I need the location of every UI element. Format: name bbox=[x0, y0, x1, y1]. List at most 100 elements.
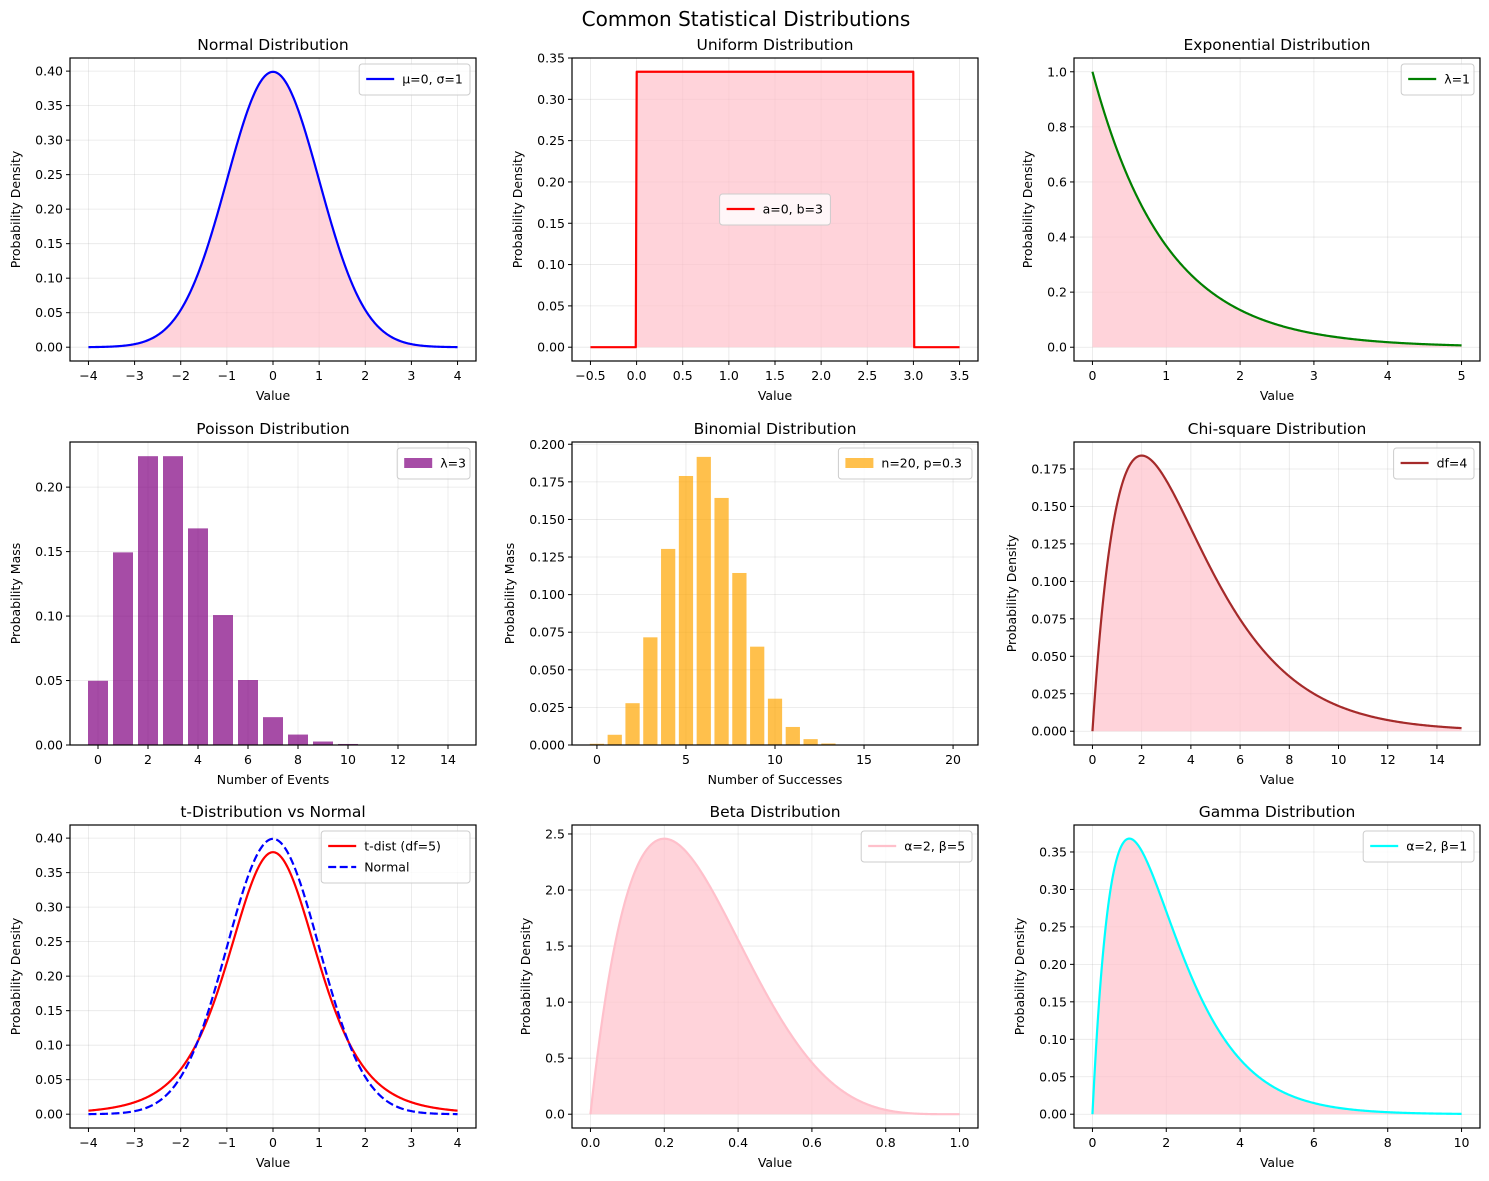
subplot-title: Uniform Distribution bbox=[697, 36, 854, 54]
y-tick-label: 0.075 bbox=[1031, 611, 1067, 626]
legend-swatch bbox=[404, 458, 433, 468]
subplot-title: Exponential Distribution bbox=[1183, 36, 1370, 54]
y-tick-label: 0.40 bbox=[35, 64, 63, 79]
x-tick-label: 5 bbox=[682, 752, 690, 767]
bar-2 bbox=[625, 703, 640, 745]
y-tick-label: 0.20 bbox=[537, 174, 565, 189]
x-tick-label: 6 bbox=[1310, 1135, 1318, 1150]
legend: λ=3 bbox=[396, 447, 471, 480]
x-tick-label: 0 bbox=[1088, 1135, 1096, 1150]
legend-box bbox=[396, 447, 471, 480]
legend-box bbox=[837, 447, 973, 480]
legend: α=2, β=1 bbox=[1362, 830, 1475, 863]
y-tick-label: 0.05 bbox=[35, 305, 63, 320]
y-tick-label: 0.05 bbox=[1039, 1069, 1067, 1084]
x-tick-label: 0.8 bbox=[876, 1135, 896, 1150]
y-tick-label: 0.175 bbox=[529, 474, 565, 489]
y-tick-label: 0.150 bbox=[1031, 499, 1067, 514]
bar-9 bbox=[750, 646, 765, 745]
x-axis-label: Value bbox=[1260, 1155, 1295, 1170]
x-tick-label: 4 bbox=[1236, 1135, 1244, 1150]
x-tick-label: −2 bbox=[172, 1135, 190, 1150]
x-tick-label: 2 bbox=[1162, 1135, 1170, 1150]
x-tick-label: 6 bbox=[244, 752, 252, 767]
x-tick-label: 0 bbox=[593, 752, 601, 767]
y-tick-label: 0.30 bbox=[35, 900, 63, 915]
y-tick-label: 0.00 bbox=[35, 1107, 63, 1122]
bar-0 bbox=[589, 743, 605, 745]
y-tick-label: 0.175 bbox=[1031, 461, 1067, 476]
legend-box bbox=[1362, 830, 1475, 863]
y-tick-label: 0.15 bbox=[35, 544, 63, 559]
x-tick-label: 4 bbox=[194, 752, 202, 767]
x-tick-label: 0 bbox=[1088, 368, 1096, 383]
x-tick-label: 5 bbox=[1458, 368, 1466, 383]
subplot-poisson: 0 2 4 6 8 10 12 14 0.00 0.05 0.10 0.15 0.20 Poisson D… bbox=[8, 420, 477, 787]
legend-label: μ=0, σ=1 bbox=[402, 72, 463, 87]
x-axis-label: Value bbox=[256, 1155, 291, 1170]
x-axis-label: Number of Successes bbox=[708, 772, 843, 787]
bar-7 bbox=[263, 717, 283, 745]
x-tick-label: 14 bbox=[440, 752, 456, 767]
x-tick-label: 10 bbox=[340, 752, 356, 767]
subplot-title: Chi-square Distribution bbox=[1188, 420, 1367, 438]
area-fill bbox=[1092, 455, 1462, 732]
figure-suptitle: Common Statistical Distributions bbox=[582, 7, 911, 31]
y-tick-label: 0.10 bbox=[1039, 1032, 1067, 1047]
subplot-binomial: 0 5 10 15 20 0.000 0.025 0.050 0.075 0.100 0.125 0.… bbox=[502, 420, 979, 787]
x-tick-label: 0 bbox=[94, 752, 102, 767]
x-tick-label: 2 bbox=[1236, 368, 1244, 383]
y-tick-label: 0.5 bbox=[545, 1051, 565, 1066]
series-line-0 bbox=[1091, 454, 1462, 732]
x-tick-label: −1 bbox=[218, 1135, 236, 1150]
y-tick-label: 0.10 bbox=[537, 257, 565, 272]
legend-label: λ=3 bbox=[440, 456, 466, 471]
x-tick-label: −1 bbox=[218, 368, 236, 383]
bar-8 bbox=[732, 572, 747, 745]
x-axis-label: Value bbox=[256, 388, 291, 403]
subplot-uniform: −0.5 0.0 0.5 1.0 1.5 2.0 2.5 3.0 3.5 0.00 0.05 0.10… bbox=[510, 36, 979, 403]
axes-frame bbox=[571, 824, 979, 1129]
plot-area bbox=[589, 456, 854, 745]
x-tick-label: 15 bbox=[856, 752, 872, 767]
y-tick-label: 1.0 bbox=[1047, 64, 1067, 79]
subplot-beta: 0.0 0.2 0.4 0.6 0.8 1.0 0.0 0.5 1.0 1.5 2.0 2.5 Beta… bbox=[518, 803, 979, 1170]
x-tick-label: 4 bbox=[454, 1135, 462, 1150]
x-tick-label: 2.5 bbox=[857, 368, 877, 383]
x-tick-label: −3 bbox=[125, 368, 143, 383]
bar-5 bbox=[678, 475, 694, 745]
x-tick-label: 0.6 bbox=[802, 1135, 822, 1150]
legend: a=0, b=3 bbox=[719, 193, 831, 226]
series-line-0 bbox=[1091, 837, 1462, 1115]
x-tick-label: 1.0 bbox=[719, 368, 739, 383]
subplot-title: Beta Distribution bbox=[709, 803, 840, 821]
x-tick-label: −4 bbox=[79, 1135, 97, 1150]
area-fill bbox=[88, 71, 458, 348]
legend-label: df=4 bbox=[1437, 456, 1468, 471]
x-axis-label: Value bbox=[758, 1155, 793, 1170]
y-tick-label: 0.05 bbox=[537, 298, 565, 313]
y-axis-label: Probability Mass bbox=[502, 543, 517, 645]
subplot-gamma: 0 2 4 6 8 10 0.00 0.05 0.10 0.15 0.20 0.25 0.30 0.35 G… bbox=[1012, 803, 1481, 1170]
y-tick-label: 0.6 bbox=[1047, 174, 1067, 189]
y-tick-label: 0.15 bbox=[35, 1003, 63, 1018]
y-axis-label: Probability Density bbox=[510, 150, 525, 268]
subplot-title: t-Distribution vs Normal bbox=[180, 803, 365, 821]
x-tick-label: 2 bbox=[361, 368, 369, 383]
y-tick-label: 0.35 bbox=[35, 865, 63, 880]
bar-8 bbox=[288, 734, 308, 745]
x-tick-label: 2 bbox=[1138, 752, 1146, 767]
x-axis-label: Value bbox=[1260, 388, 1295, 403]
y-tick-label: 0.0 bbox=[545, 1107, 565, 1122]
y-tick-label: 0.30 bbox=[1039, 882, 1067, 897]
y-tick-label: 0.15 bbox=[35, 236, 63, 251]
y-tick-label: 0.150 bbox=[529, 512, 565, 527]
subplot-title: Normal Distribution bbox=[197, 36, 348, 54]
subplots: −4 −3 −2 −1 0 1 2 3 40.000.050.100.150.200.250.3… bbox=[8, 36, 1481, 1170]
axes-frame bbox=[69, 441, 477, 746]
y-tick-label: 0.125 bbox=[529, 550, 565, 565]
series-line-1 bbox=[88, 837, 458, 1116]
y-tick-label: 0.35 bbox=[1039, 844, 1067, 859]
bar-1 bbox=[113, 552, 133, 745]
y-tick-label: 0.050 bbox=[1031, 649, 1067, 664]
